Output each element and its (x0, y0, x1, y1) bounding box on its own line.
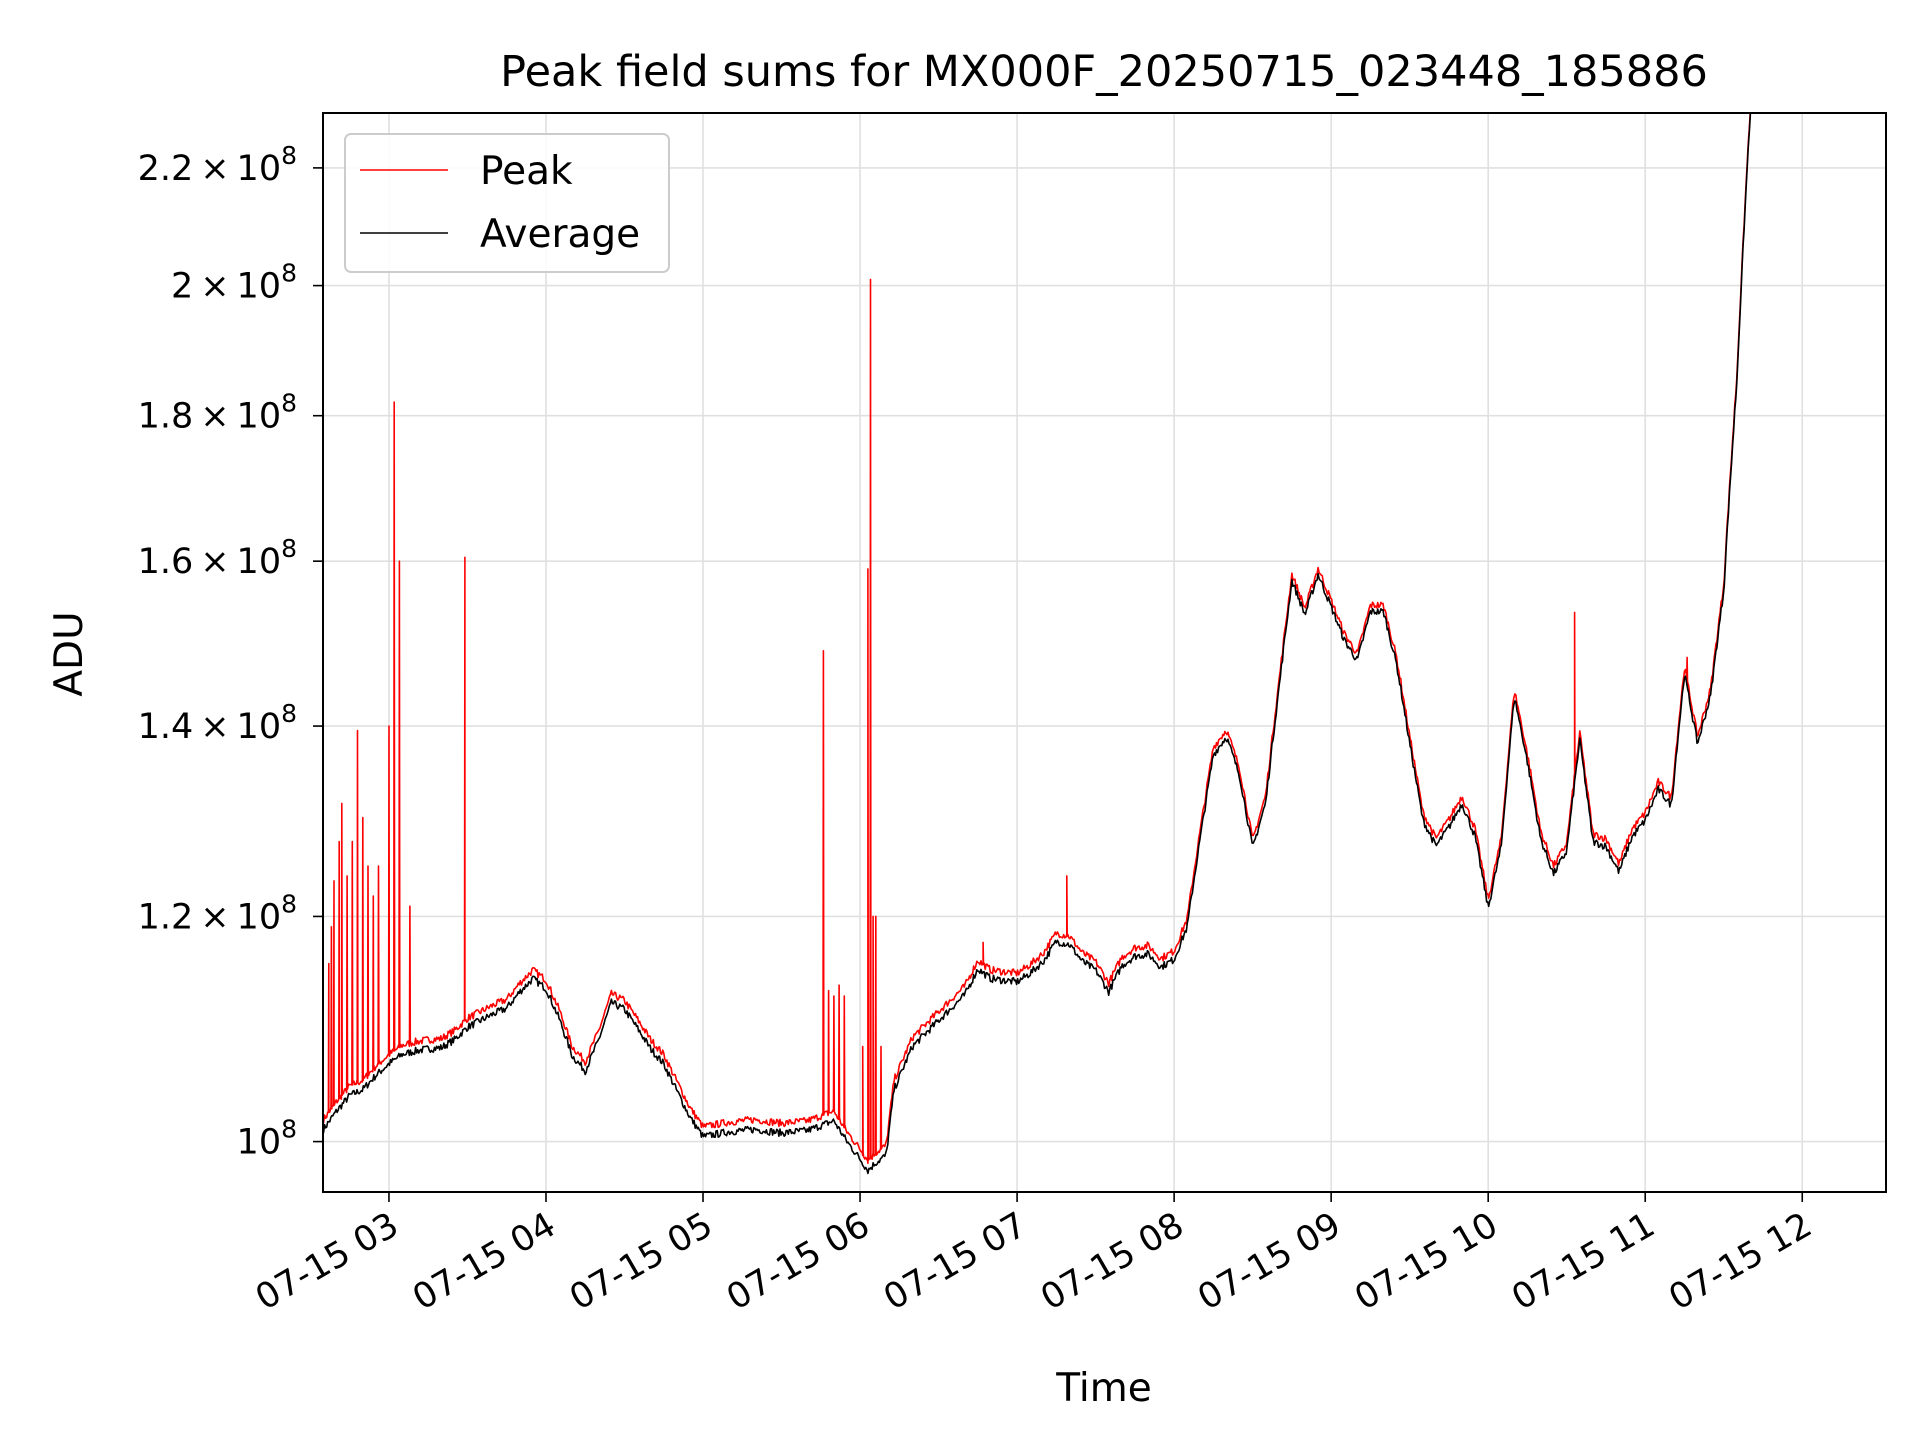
y-axis-ticks: 108 1.2 × 108 1.4 × 108 1.6 × 108 1.8 × 108 2… (138, 141, 323, 1163)
series-line-average (323, 113, 1752, 1175)
y-axis-label: ADU (47, 611, 92, 696)
legend-box (344, 133, 670, 273)
y-tick-label: 1.6 × 108 (138, 534, 297, 582)
y-tick-label: 2 × 108 (171, 259, 297, 307)
plot-frame (322, 112, 1887, 1193)
y-tick-label: 1.8 × 108 (138, 389, 297, 437)
y-tick-label: 108 (237, 1115, 297, 1163)
x-axis-label: Time (1055, 1366, 1151, 1411)
y-tick-label: 1.4 × 108 (138, 699, 297, 747)
legend: Peak Average (344, 133, 670, 273)
plot-lines (323, 113, 1752, 1175)
chart-title: Peak field sums for MX000F_20250715_0234… (500, 47, 1708, 97)
legend-label-peak: Peak (480, 149, 573, 194)
grid-lines (323, 113, 1886, 1192)
legend-label-average: Average (480, 212, 640, 257)
y-tick-label: 2.2 × 108 (138, 141, 297, 189)
y-tick-label: 1.2 × 108 (138, 889, 297, 937)
